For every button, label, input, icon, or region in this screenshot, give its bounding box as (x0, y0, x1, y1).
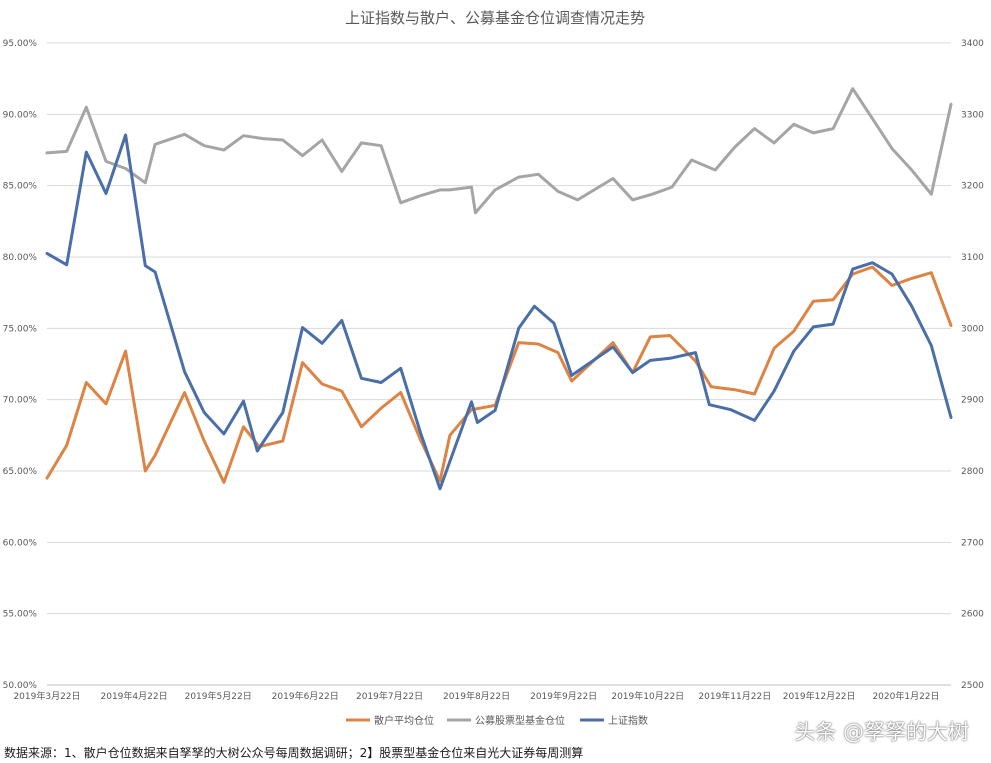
y-right-tick-label: 2500 (961, 681, 984, 691)
series-line-index (45, 133, 953, 491)
legend: 散户平均仓位 公募股票型基金仓位 上证指数 (346, 714, 648, 727)
y-left-tick-label: 55.00% (3, 610, 38, 620)
y-right-tick-label: 2600 (961, 610, 984, 620)
y-left-tick-label: 80.00% (3, 253, 38, 263)
x-tick-label: 2019年8月22日 (443, 690, 510, 702)
y-left-tick-label: 95.00% (3, 39, 38, 49)
y-right-tick-label: 2900 (961, 396, 984, 406)
x-tick-label: 2019年7月22日 (356, 690, 423, 702)
y-left-tick-label: 50.00% (3, 681, 38, 691)
x-tick-label: 2019年11月22日 (698, 690, 771, 702)
right-axis-ticks: 2500 2600 2700 2800 2900 3000 3100 3200 3300 3400 (961, 39, 984, 691)
y-left-tick-label: 60.00% (3, 538, 38, 548)
x-tick-label: 2019年5月22日 (185, 690, 252, 702)
y-right-tick-label: 3400 (961, 39, 984, 49)
y-right-tick-label: 2800 (961, 467, 984, 477)
x-tick-label: 2019年4月22日 (101, 690, 168, 702)
x-axis-ticks: 2019年3月22日 2019年4月22日 2019年5月22日 2019年6月22日… (13, 690, 939, 702)
data-source-note: 数据来源：1、散户仓位数据来自孥孥的大树公众号每周数据调研；2】股票型基金仓位来… (4, 746, 584, 760)
y-left-tick-label: 65.00% (3, 467, 38, 477)
y-left-tick-label: 90.00% (3, 110, 38, 120)
left-axis-ticks: 50.00% 55.00% 60.00% 65.00% 70.00% 75.00% 80.0… (3, 39, 38, 691)
y-right-tick-label: 3200 (961, 182, 984, 192)
y-left-tick-label: 70.00% (3, 396, 38, 406)
x-tick-label: 2019年9月22日 (530, 690, 597, 702)
legend-label: 散户平均仓位 (374, 714, 434, 727)
x-tick-label: 2019年3月22日 (13, 690, 80, 702)
series-line-a5a5a5 (45, 87, 953, 215)
y-left-tick-label: 85.00% (3, 182, 38, 192)
legend-label: 公募股票型基金仓位 (475, 714, 565, 727)
series-line-dd8444 (45, 265, 953, 484)
legend-label: 上证指数 (608, 714, 648, 727)
series-layer (45, 87, 953, 491)
x-tick-label: 2019年10月22日 (611, 690, 684, 702)
watermark-text: 头条 @孥孥的大树 (794, 720, 969, 744)
y-left-tick-label: 75.00% (3, 324, 38, 334)
x-tick-label: 2020年1月22日 (872, 690, 939, 702)
y-right-tick-label: 3000 (961, 324, 984, 334)
y-right-tick-label: 2700 (961, 538, 984, 548)
x-tick-label: 2019年12月22日 (783, 690, 856, 702)
x-tick-label: 2019年6月22日 (272, 690, 339, 702)
chart-title: 上证指数与散户、公募基金仓位调查情况走势 (345, 9, 645, 27)
y-right-tick-label: 3100 (961, 253, 984, 263)
y-right-tick-label: 3300 (961, 110, 984, 120)
